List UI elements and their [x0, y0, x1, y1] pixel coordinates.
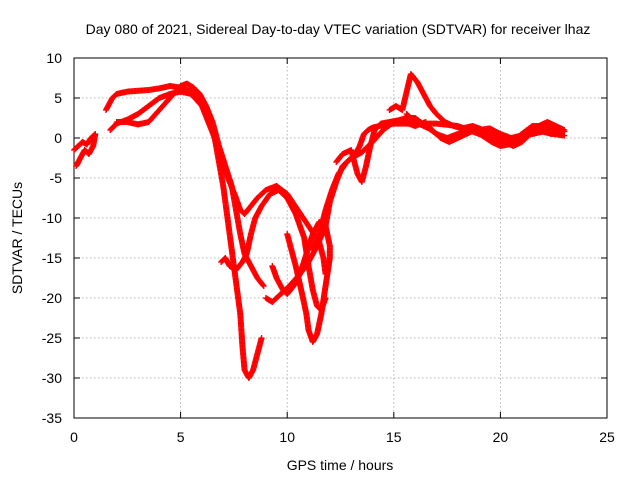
data-point	[284, 231, 291, 237]
series-arc-5	[218, 187, 329, 313]
series-arc-4	[113, 80, 267, 289]
y-tick-label: -15	[42, 250, 62, 266]
data-point	[75, 159, 82, 165]
x-tick-label: 15	[386, 429, 402, 445]
axis-ticks: 0 5 10 15 20 25 -35 -30 -25 -20 -15 -10 -5 0 5 10	[42, 50, 615, 445]
series-arc-8	[309, 120, 568, 253]
y-tick-label: 10	[46, 50, 62, 66]
y-axis-label: SDTVAR / TECUs	[9, 182, 25, 294]
x-tick-label: 10	[279, 429, 295, 445]
series-arc-1	[71, 131, 99, 169]
y-tick-label: 0	[54, 130, 62, 146]
x-axis-label: GPS time / hours	[287, 457, 394, 473]
series-arc-11	[403, 111, 564, 149]
x-tick-label: 0	[70, 429, 78, 445]
data-point	[561, 132, 568, 139]
x-tick-label: 5	[177, 429, 185, 445]
y-tick-label: -30	[42, 370, 62, 386]
data-point	[260, 282, 267, 289]
x-tick-label: 20	[493, 429, 509, 445]
data-point	[260, 283, 267, 289]
data-point	[258, 335, 265, 341]
chart-title: Day 080 of 2021, Sidereal Day-to-day VTE…	[86, 21, 591, 37]
data-point	[557, 128, 564, 135]
y-tick-label: -35	[42, 410, 62, 426]
data-point	[561, 127, 568, 133]
y-tick-label: -20	[42, 290, 62, 306]
plot-frame	[73, 57, 608, 419]
data-series	[71, 71, 568, 381]
x-tick-label: 25	[599, 429, 615, 445]
series-arc-6	[269, 219, 333, 345]
y-tick-label: -5	[50, 170, 63, 186]
grid	[74, 58, 607, 418]
y-tick-label: -10	[42, 210, 62, 226]
series-arc-7	[262, 119, 429, 305]
y-tick-label: 5	[54, 90, 62, 106]
series-arc-10	[386, 71, 568, 149]
y-tick-label: -25	[42, 330, 62, 346]
